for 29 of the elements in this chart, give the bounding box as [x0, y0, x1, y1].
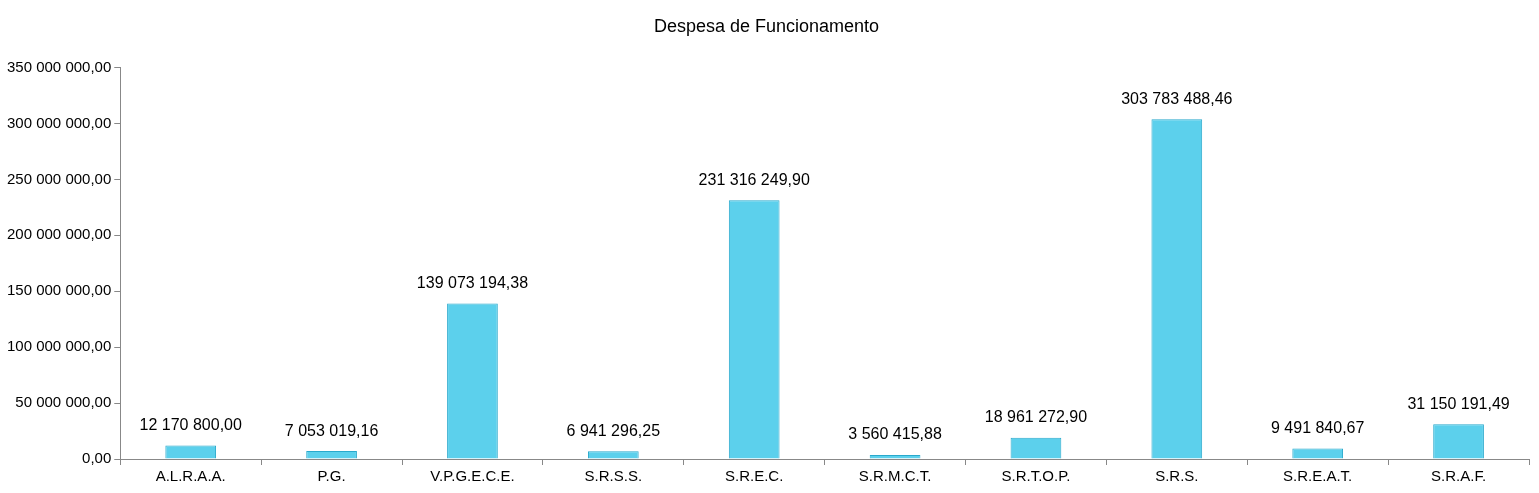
data-label: 3 560 415,88	[848, 425, 942, 443]
x-tick-label: S.R.A.F.	[1431, 467, 1487, 485]
data-label: 18 961 272,90	[984, 408, 1088, 426]
x-tick-label: S.R.E.A.T.	[1283, 467, 1353, 485]
y-tick-label: 200 000 000,00	[6, 225, 112, 243]
y-tick-label: 250 000 000,00	[6, 169, 112, 187]
y-tick-label: 50 000 000,00	[15, 393, 112, 411]
y-tick-label: 100 000 000,00	[6, 337, 112, 355]
x-tick-label: S.R.S.S.	[584, 467, 643, 485]
data-label: 303 783 488,46	[1121, 89, 1233, 107]
x-tick-label: P.G.	[317, 467, 346, 485]
data-label: 6 941 296,25	[566, 421, 661, 439]
x-tick-label: A.L.R.A.A.	[155, 467, 226, 485]
x-tick-label: S.R.S.	[1155, 467, 1199, 485]
y-tick-label: 150 000 000,00	[6, 281, 112, 299]
data-label: 12 170 800,00	[139, 415, 242, 433]
data-label: 9 491 840,67	[1270, 418, 1365, 436]
y-tick-label: 300 000 000,00	[6, 113, 112, 131]
y-tick-label: 0,00	[82, 449, 112, 467]
data-label: 7 053 019,16	[284, 421, 379, 439]
data-label: 231 316 249,90	[698, 170, 810, 188]
chart-title: Despesa de Funcionamento	[653, 15, 880, 36]
x-tick-label: S.R.M.C.T.	[858, 467, 932, 485]
data-label: 139 073 194,38	[416, 273, 529, 291]
x-tick-label: V.P.G.E.C.E.	[430, 467, 515, 485]
x-tick-label: S.R.E.C.	[725, 467, 784, 485]
x-tick-label: S.R.T.O.P.	[1001, 467, 1071, 485]
data-label: 31 150 191,49	[1407, 394, 1510, 412]
y-tick-label: 350 000 000,00	[6, 57, 112, 75]
